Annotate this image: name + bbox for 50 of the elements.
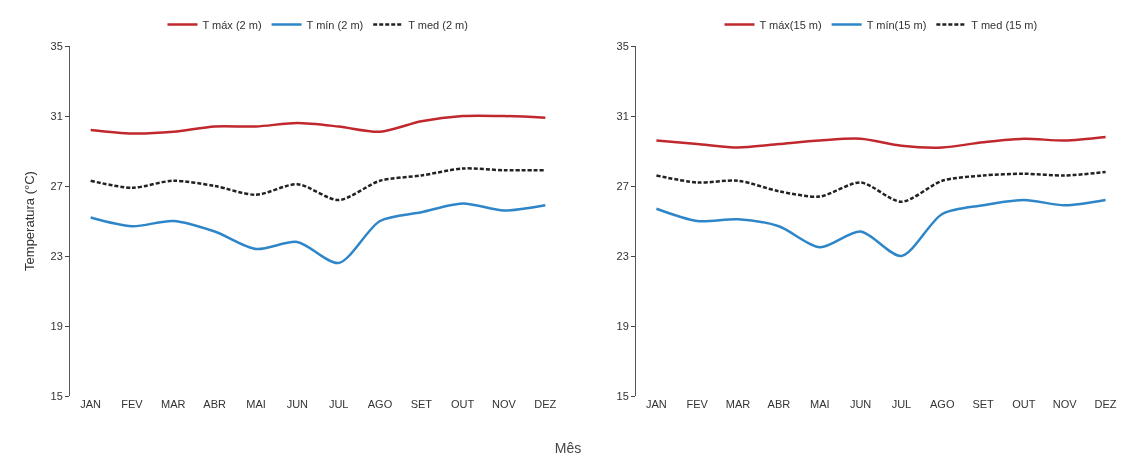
legend-label: T máx (2 m) xyxy=(202,18,262,31)
x-tick-label: OUT xyxy=(451,398,475,410)
x-axis-title: Mês xyxy=(553,440,583,456)
x-tick-label: ABR xyxy=(203,398,227,410)
x-tick-label: MAI xyxy=(246,398,266,410)
y-tick-label: 27 xyxy=(616,179,629,192)
x-tick-label: FEV xyxy=(686,398,709,410)
y-tick-label: 35 xyxy=(50,39,63,52)
x-tick-label: JUN xyxy=(286,398,309,410)
x-tick-label: SET xyxy=(410,398,433,410)
y-tick-label: 31 xyxy=(616,109,629,122)
y-tick-label: 35 xyxy=(616,39,629,52)
x-tick-label: ABR xyxy=(767,398,791,410)
x-tick-label: MAR xyxy=(161,398,186,410)
legend-label: T med (2 m) xyxy=(408,18,468,31)
y-tick-label: 23 xyxy=(616,249,629,262)
x-tick-label: AGO xyxy=(367,398,393,410)
line-series xyxy=(89,167,547,202)
line-series xyxy=(655,170,1107,203)
legend-label: T med (15 m) xyxy=(971,18,1038,31)
x-tick-label: AGO xyxy=(930,398,955,410)
y-axis-title: Temperatura (°C) xyxy=(22,171,37,271)
legend-label: T mín(15 m) xyxy=(866,18,927,31)
x-tick-label: JAN xyxy=(80,398,102,410)
x-tick-label: DEZ xyxy=(1094,398,1117,410)
y-tick-label: 27 xyxy=(50,179,63,192)
line-series xyxy=(89,202,547,265)
x-tick-label: DEZ xyxy=(534,398,557,410)
x-tick-label: NOV xyxy=(1052,398,1078,410)
line-series xyxy=(89,114,547,135)
x-tick-label: JUL xyxy=(891,398,912,410)
x-tick-label: JUL xyxy=(328,398,349,410)
legend-label: T mín (2 m) xyxy=(306,18,364,31)
legend-label: T máx(15 m) xyxy=(759,18,822,31)
x-tick-label: SET xyxy=(972,398,995,410)
x-tick-label: NOV xyxy=(492,398,517,410)
x-tick-label: JUN xyxy=(849,398,872,410)
y-tick-label: 31 xyxy=(50,109,63,122)
y-tick-label: 23 xyxy=(50,249,63,262)
line-series xyxy=(655,198,1107,258)
x-tick-label: MAR xyxy=(725,398,751,410)
y-tick-label: 15 xyxy=(616,389,629,402)
x-tick-label: JAN xyxy=(646,398,667,410)
y-tick-label: 19 xyxy=(50,319,63,332)
x-tick-label: OUT xyxy=(1012,398,1036,410)
x-tick-label: MAI xyxy=(809,398,830,410)
y-tick-label: 15 xyxy=(50,389,63,402)
line-series xyxy=(655,135,1107,149)
x-tick-label: FEV xyxy=(121,398,144,410)
y-tick-label: 19 xyxy=(616,319,629,332)
